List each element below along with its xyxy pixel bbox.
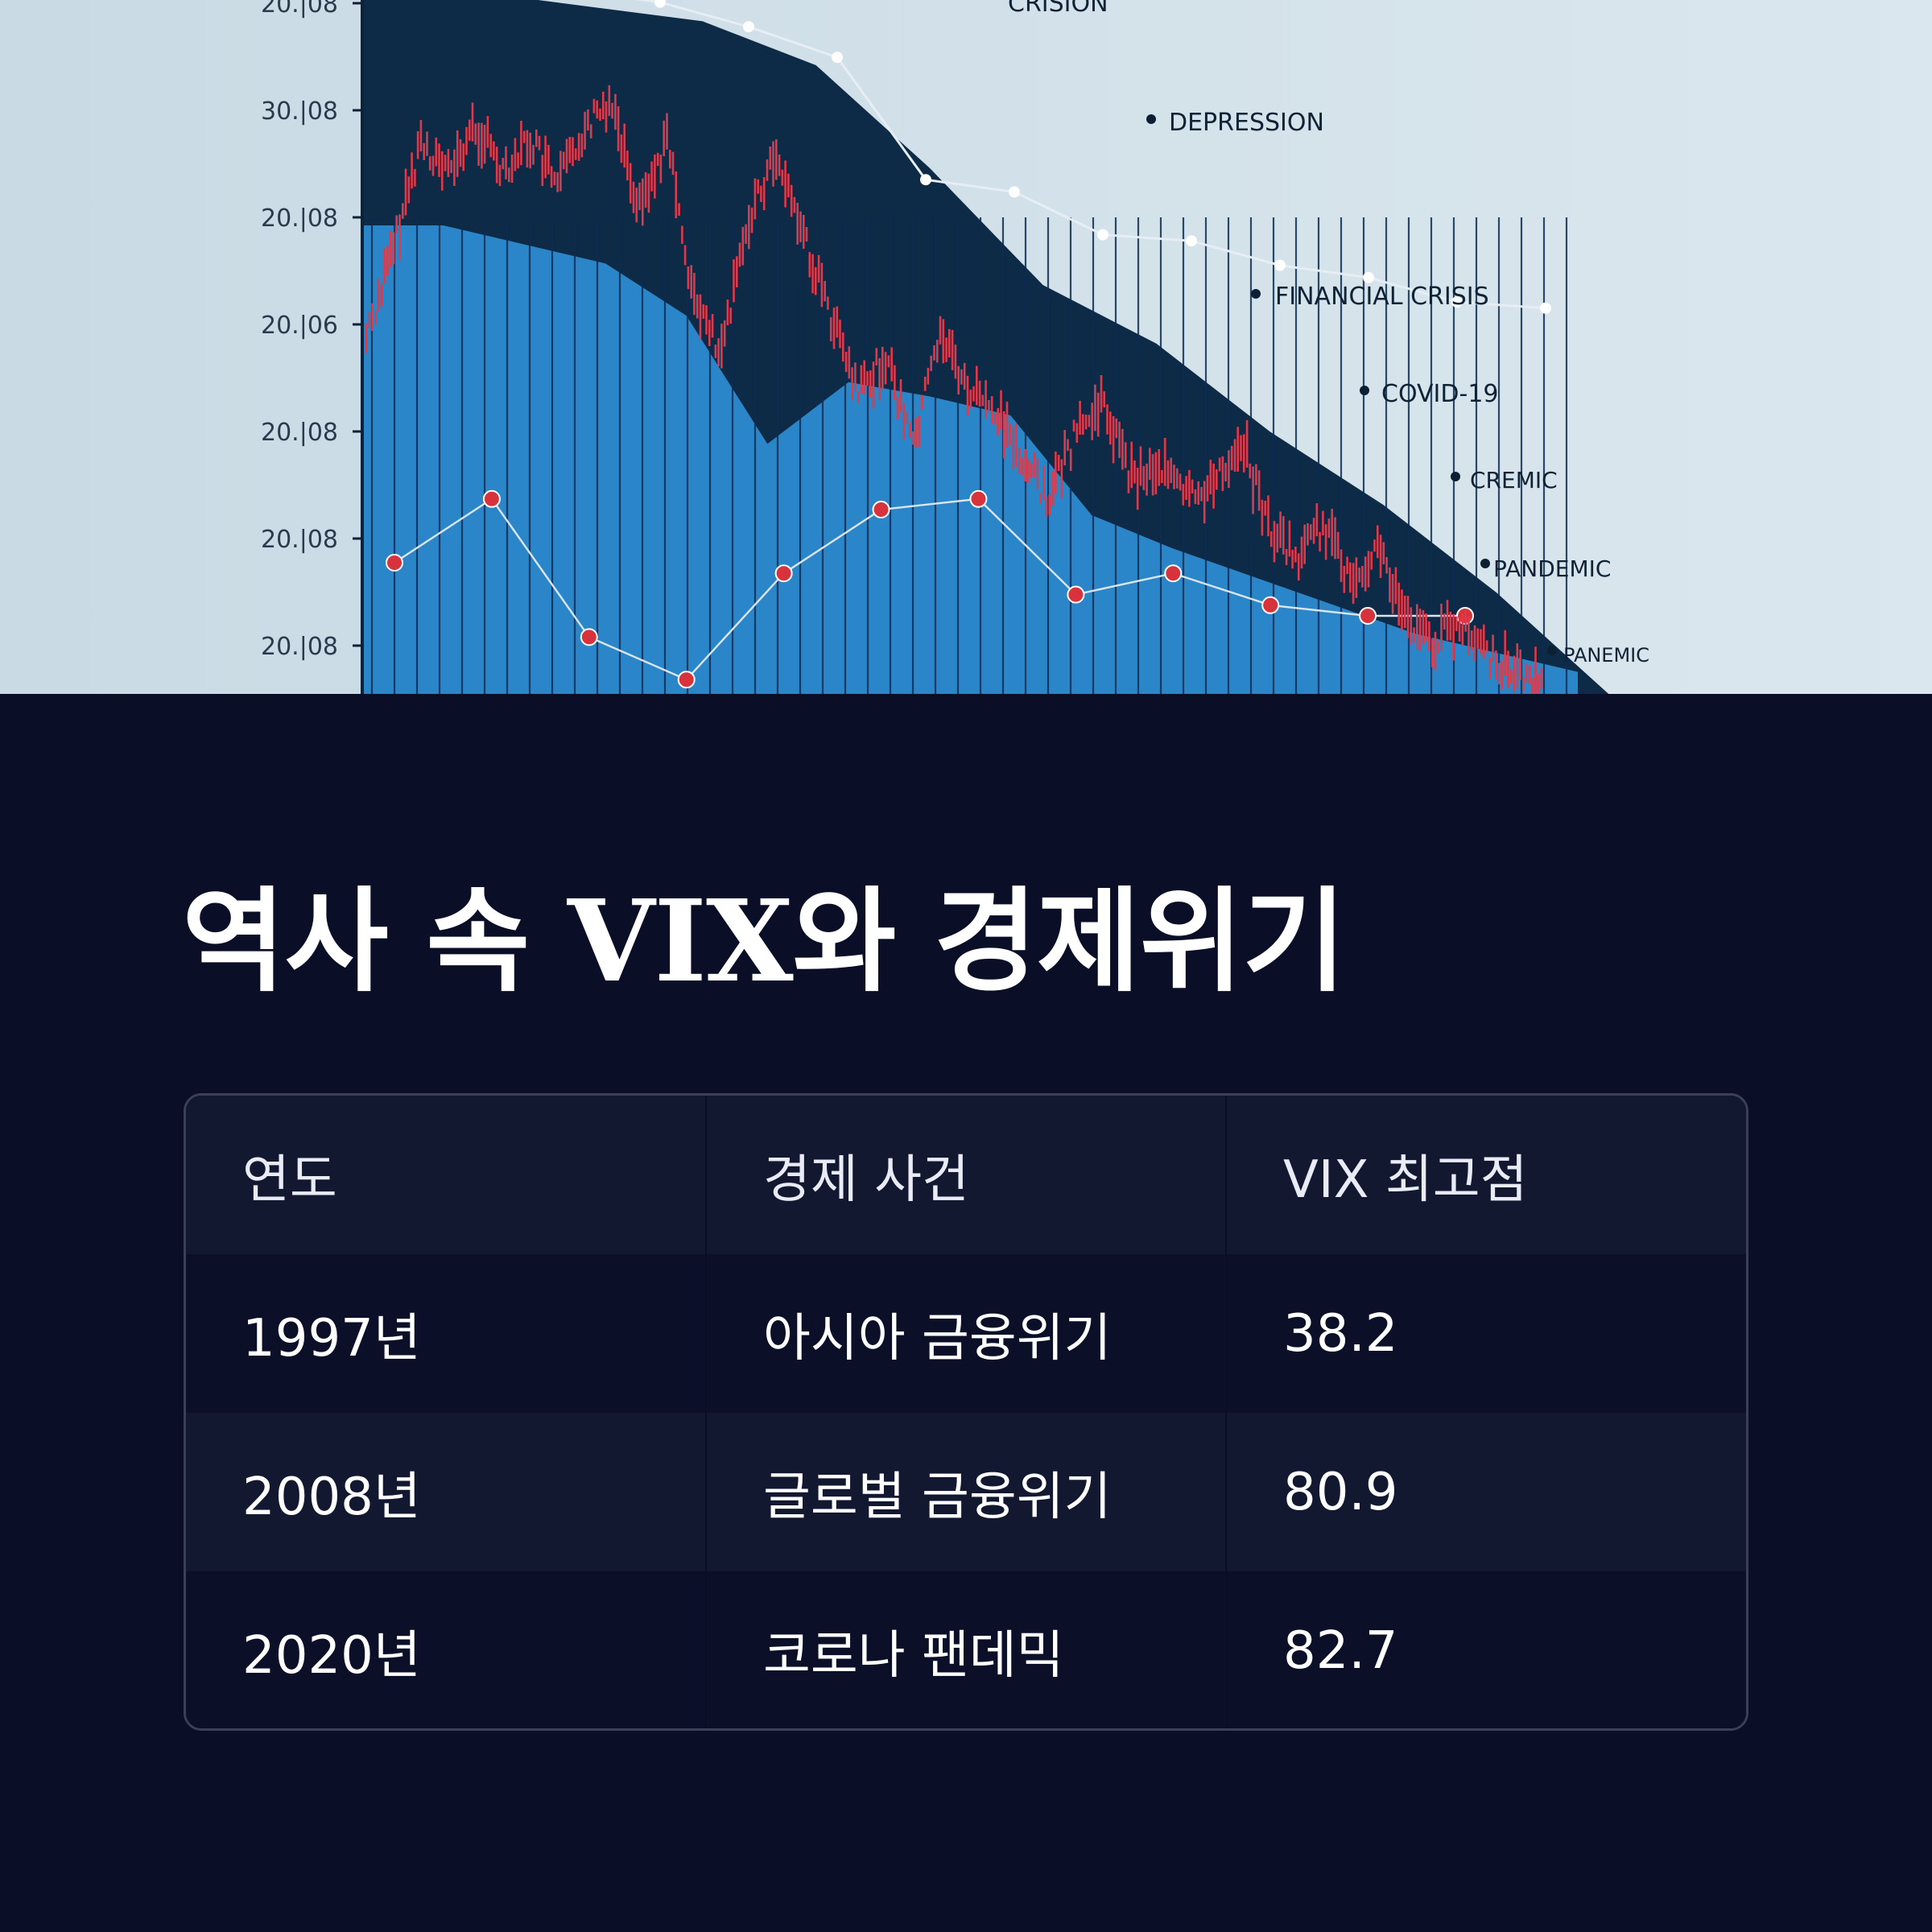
cell-vix-peak: 82.7	[1283, 1620, 1398, 1681]
annotation-label: PANDEMIC	[1493, 555, 1611, 582]
y-tick-label: 20.|08	[261, 633, 338, 661]
vix-table: 연도 경제 사건 VIX 최고점 1997년 아시아 금융위기 38.2 200…	[184, 1093, 1748, 1731]
annotation-marker	[1547, 646, 1557, 655]
vix-crisis-table: 연도 경제 사건 VIX 최고점 1997년 아시아 금융위기 38.2 200…	[186, 1096, 1746, 1728]
annotation-marker	[1146, 114, 1156, 124]
cell-event: 글로벌 금융위기	[706, 1413, 1227, 1571]
cell-year: 2008년	[186, 1413, 707, 1571]
y-tick-label: 20.|06	[261, 312, 338, 340]
page-title: 역사 속 VIX와 경제위기	[182, 876, 1346, 1008]
white-line-point	[1363, 271, 1374, 283]
vix-history-chart: 20.|08 30.|08 20.|08 20.|06 20.|08 20.|08 20.|…	[0, 0, 1932, 694]
header-year: 연도	[186, 1096, 707, 1254]
annotation-marker	[1251, 289, 1261, 299]
red-dot-point	[482, 489, 501, 508]
annotation-label: FINANCIAL CRISIS	[1275, 283, 1489, 311]
red-dot-point	[969, 489, 988, 508]
y-tick-label: 30.|08	[261, 97, 338, 126]
white-line-point	[1009, 186, 1020, 198]
red-dot-point	[1067, 585, 1085, 604]
cell-vix-peak: 38.2	[1283, 1303, 1398, 1364]
annotation-marker	[1451, 472, 1460, 481]
annotation-marker	[1360, 386, 1369, 395]
table-row: 1997년 아시아 금융위기 38.2	[186, 1254, 1746, 1413]
red-dot-point	[1359, 607, 1377, 625]
y-tick-label: 20.|08	[261, 204, 338, 233]
annotation-label: DEPRESSION	[1169, 109, 1324, 137]
header-vix-peak: VIX 최고점	[1283, 1150, 1528, 1210]
header-event: 경제 사건	[706, 1096, 1227, 1254]
red-dot-point	[774, 564, 793, 583]
cell-year: 1997년	[186, 1254, 707, 1413]
red-dot-point	[386, 554, 403, 572]
annotation-label: CREMIC	[1470, 467, 1558, 493]
white-line-point	[920, 174, 931, 186]
y-tick-label: 20.|08	[261, 0, 338, 19]
red-dot-point	[677, 671, 696, 689]
y-tick-label: 20.|08	[261, 526, 338, 554]
white-line-point	[1274, 259, 1286, 271]
annotation-label: CRISION	[1008, 0, 1108, 18]
red-dot-point	[580, 628, 598, 646]
annotation-label: COVID-19	[1381, 380, 1499, 408]
cell-event: 아시아 금융위기	[706, 1254, 1227, 1413]
white-line-point	[832, 52, 843, 64]
table-row: 2020년 코로나 팬데믹 82.7	[186, 1571, 1746, 1728]
table-header-row: 연도 경제 사건 VIX 최고점	[186, 1096, 1746, 1254]
annotation-marker	[1480, 559, 1490, 568]
red-dot-line	[394, 497, 1465, 681]
table-row: 2008년 글로벌 금융위기 80.9	[186, 1413, 1746, 1571]
red-dot-point	[1261, 596, 1280, 614]
red-dot-point	[872, 501, 890, 518]
cell-year: 2020년	[186, 1571, 707, 1728]
white-line-point	[1540, 302, 1551, 314]
red-dot-point	[1164, 564, 1183, 583]
annotation-label: PANEMIC	[1563, 644, 1649, 667]
y-tick-label: 20.|08	[261, 419, 338, 447]
blue-area	[362, 225, 1578, 694]
white-line-point	[654, 0, 666, 8]
cell-vix-peak: 80.9	[1283, 1462, 1398, 1522]
white-line-point	[1186, 235, 1197, 247]
white-line-point	[743, 21, 754, 33]
chart-image: 20.|08 30.|08 20.|08 20.|06 20.|08 20.|08 20.|…	[0, 0, 1932, 694]
white-line-point	[1451, 296, 1463, 308]
cell-event: 코로나 팬데믹	[706, 1571, 1227, 1728]
white-line-point	[1097, 229, 1108, 241]
